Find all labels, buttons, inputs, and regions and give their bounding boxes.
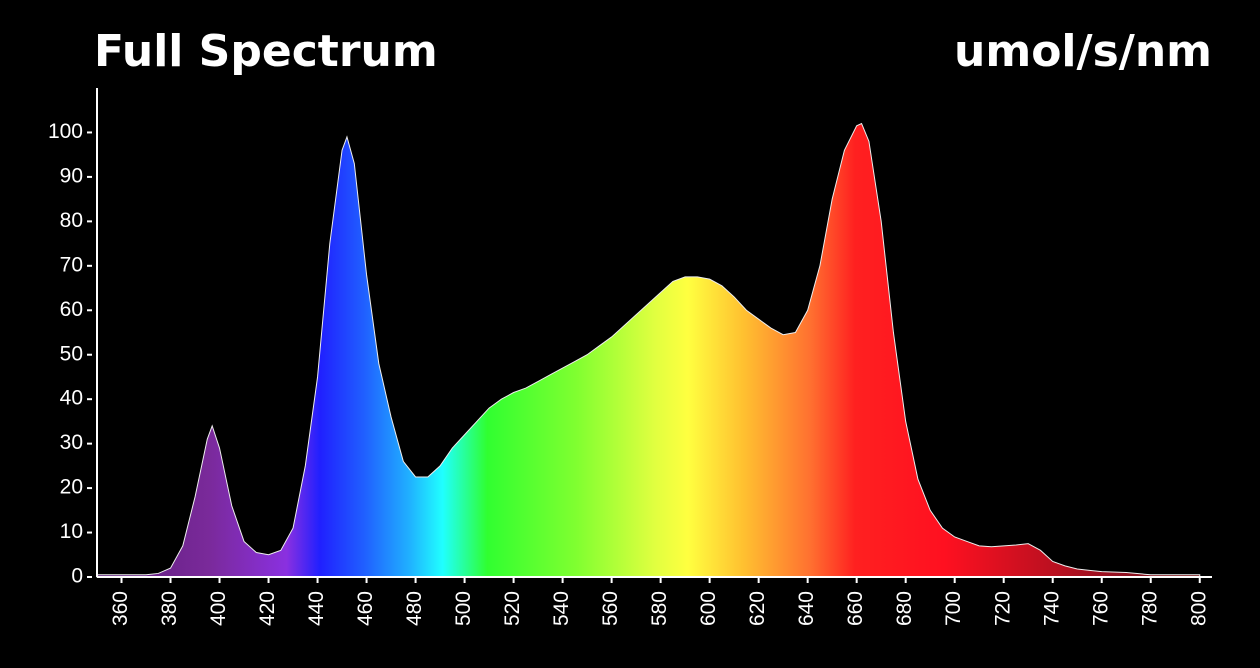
spectrum-area [96, 122, 1201, 578]
y-tick-label: 100 [48, 120, 83, 143]
x-tick-label: 420 [256, 591, 279, 626]
x-tick-label: 760 [1089, 591, 1112, 626]
x-tick-label: 640 [795, 591, 818, 626]
x-tick-label: 540 [550, 591, 573, 626]
x-tick-label: 680 [893, 591, 916, 626]
x-tick-label: 580 [648, 591, 671, 626]
y-tick-label: 10 [60, 520, 83, 543]
x-tick-label: 500 [452, 591, 475, 626]
x-tick-label: 380 [158, 591, 181, 626]
x-tick-label: 700 [942, 591, 965, 626]
x-tick-label: 480 [403, 591, 426, 626]
x-tick-label: 660 [844, 591, 867, 626]
plot-area: 0 10 20 30 40 50 60 70 80 90 100 360 380 400 420 440 460… [48, 88, 1212, 626]
y-tick-label: 90 [60, 164, 83, 187]
y-tick-label: 30 [60, 431, 83, 454]
x-tick-label: 780 [1138, 591, 1161, 626]
x-tick-label: 440 [305, 591, 328, 626]
x-tick-label: 620 [746, 591, 769, 626]
x-tick-label: 400 [207, 591, 230, 626]
y-tick-label: 50 [60, 342, 83, 365]
x-tick-label: 460 [354, 591, 377, 626]
y-tick-label: 40 [60, 387, 83, 410]
y-tick-label: 20 [60, 476, 83, 499]
y-tick-label: 60 [60, 298, 83, 321]
x-tick-label: 720 [991, 591, 1014, 626]
x-tick-label: 520 [501, 591, 524, 626]
x-tick-label: 800 [1187, 591, 1210, 626]
x-tick-label: 360 [109, 591, 132, 626]
y-tick-label: 80 [60, 209, 83, 232]
x-tick-label: 560 [599, 591, 622, 626]
y-axis-unit: umol/s/nm [954, 26, 1212, 77]
x-tick-label: 740 [1040, 591, 1063, 626]
y-tick-label: 70 [60, 253, 83, 276]
x-tick-label: 600 [697, 591, 720, 626]
chart-title: Full Spectrum [94, 26, 438, 77]
y-tick-label: 0 [71, 565, 83, 588]
